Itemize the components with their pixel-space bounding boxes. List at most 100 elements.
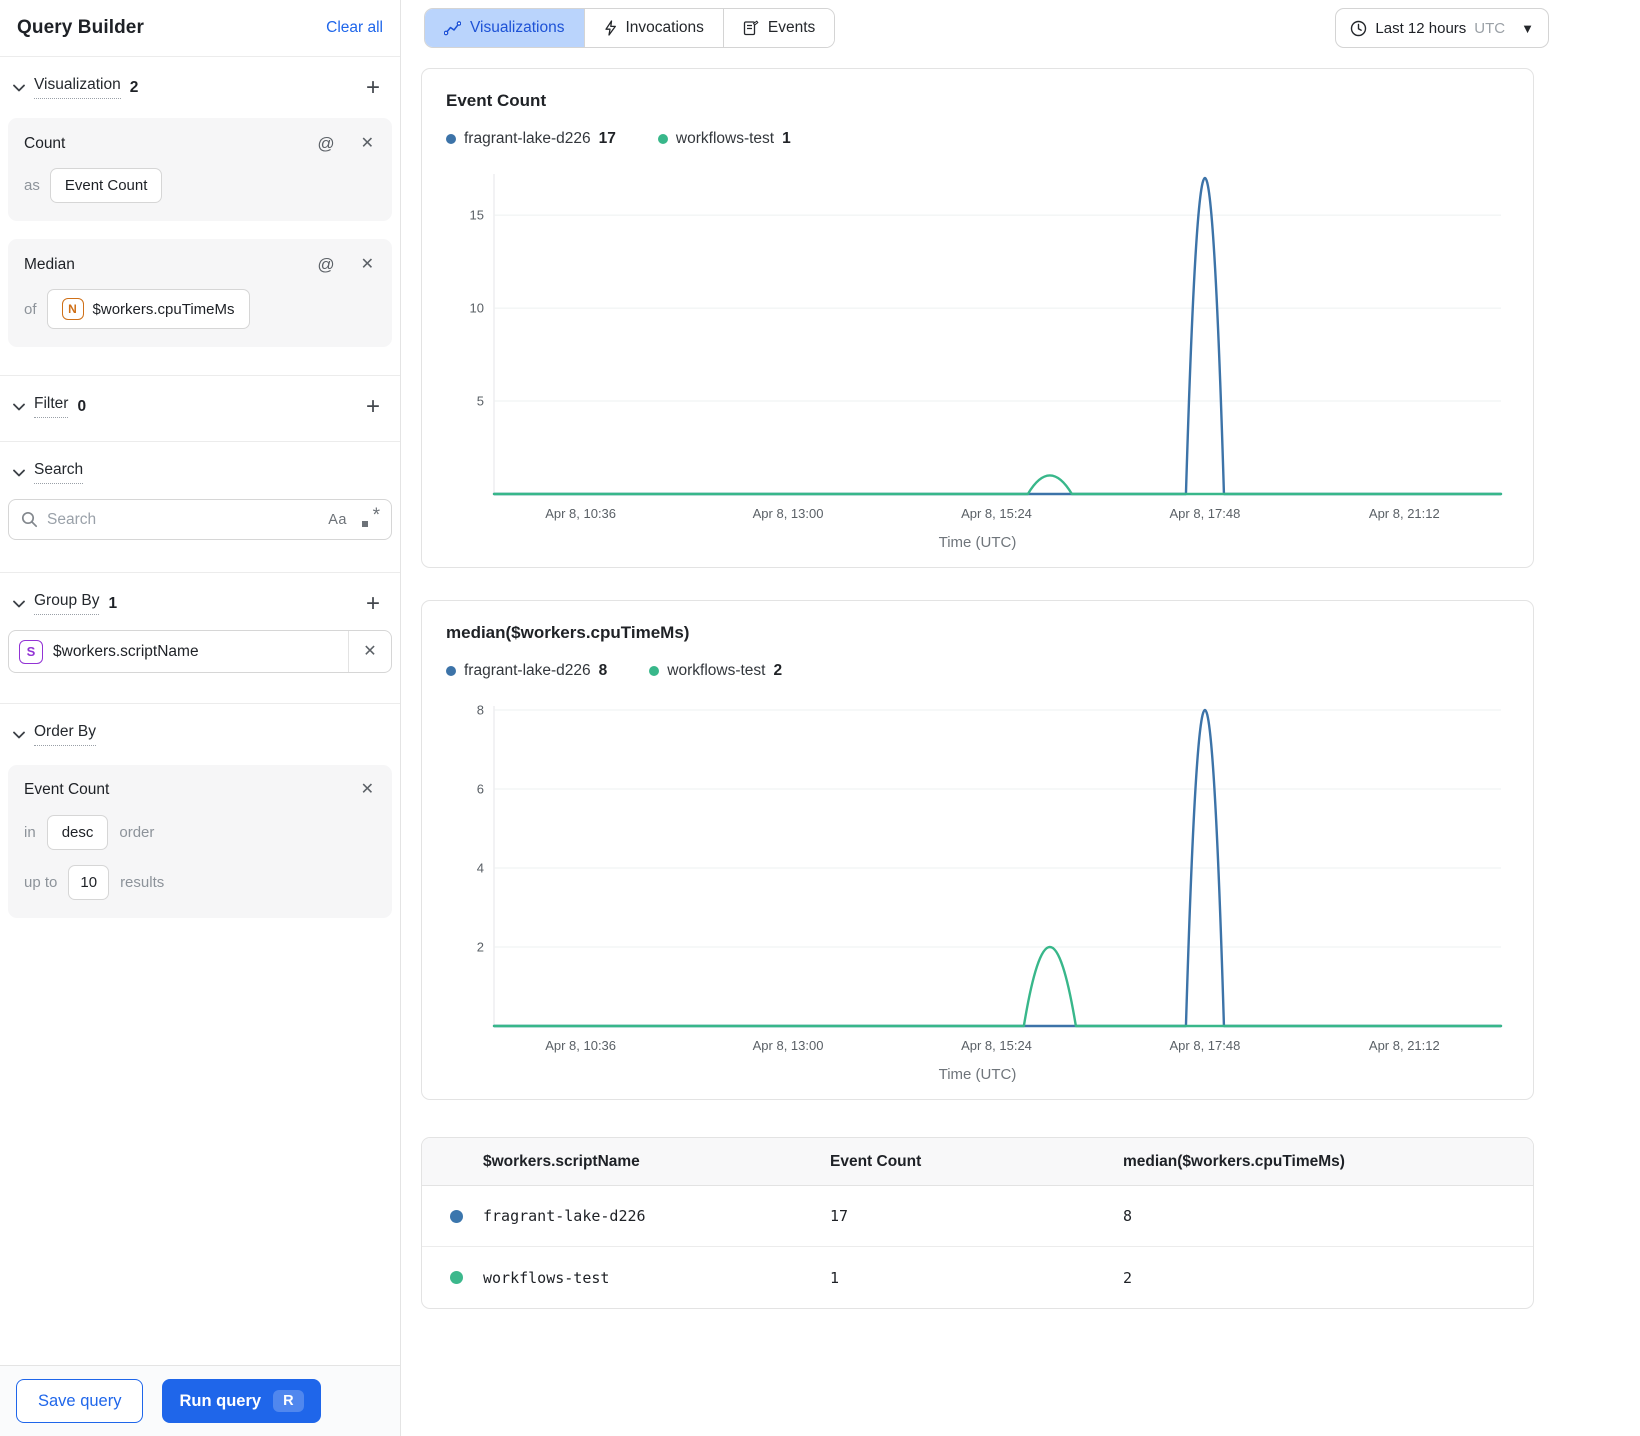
as-label: as xyxy=(24,177,40,194)
document-icon xyxy=(743,20,759,36)
result-limit-field[interactable]: 10 xyxy=(68,865,110,900)
series-dot xyxy=(450,1209,463,1223)
clear-all-button[interactable]: Clear all xyxy=(326,19,383,36)
caret-down-icon: ▼ xyxy=(1521,20,1534,36)
order-by-section: Order By Event Count ✕ in desc order up … xyxy=(0,704,400,946)
run-query-label: Run query xyxy=(179,1391,262,1410)
chevron-down-icon xyxy=(13,469,25,476)
svg-text:Apr 8, 15:24: Apr 8, 15:24 xyxy=(961,1038,1032,1053)
results-table: $workers.scriptName Event Count median($… xyxy=(421,1137,1534,1309)
search-input[interactable] xyxy=(47,510,329,529)
chevron-down-icon xyxy=(13,84,25,91)
svg-text:8: 8 xyxy=(477,703,484,718)
view-tabs: Visualizations Invocations Events xyxy=(424,8,836,48)
visualization-section: Visualization 2 + Count @ ✕ as Event Cou… xyxy=(0,57,400,376)
order-by-section-header[interactable]: Order By xyxy=(0,704,400,759)
close-icon[interactable]: ✕ xyxy=(360,134,374,152)
svg-text:15: 15 xyxy=(470,208,484,223)
chart-line-icon xyxy=(444,20,461,35)
series-dot xyxy=(649,666,660,676)
chevron-down-icon xyxy=(13,600,25,607)
event-count-cell: 17 xyxy=(830,1207,849,1225)
section-label: Visualization xyxy=(34,76,121,99)
script-name-cell: fragrant-lake-d226 xyxy=(483,1207,646,1225)
tab-visualizations[interactable]: Visualizations xyxy=(425,9,585,47)
top-bar: Visualizations Invocations Events xyxy=(421,0,1640,56)
search-section-header[interactable]: Search xyxy=(0,442,400,497)
search-box: Aa * xyxy=(8,499,392,540)
chart-legend: fragrant-lake-d226 8 workflows-test 2 xyxy=(446,662,1509,680)
add-visualization-button[interactable]: + xyxy=(362,75,384,99)
section-count: 2 xyxy=(129,78,139,96)
event-count-chart-card: Event Count fragrant-lake-d226 17 workfl… xyxy=(421,68,1534,568)
svg-text:Apr 8, 15:24: Apr 8, 15:24 xyxy=(961,506,1032,521)
series-dot xyxy=(450,1271,463,1284)
visualization-section-header[interactable]: Visualization 2 + xyxy=(0,57,400,112)
clock-icon xyxy=(1351,20,1367,36)
tab-label: Visualizations xyxy=(470,19,565,36)
legend-item: fragrant-lake-d226 17 xyxy=(446,130,616,148)
up-to-label: up to xyxy=(24,874,58,891)
group-by-section: Group By 1 + S $workers.scriptName ✕ xyxy=(0,573,400,704)
series-total: 1 xyxy=(782,130,791,147)
add-filter-button[interactable]: + xyxy=(362,394,384,418)
chevron-down-icon xyxy=(13,731,25,738)
lightning-icon xyxy=(604,20,616,36)
line-chart-plot[interactable]: 5 10 15 Apr 8, 10:36 Apr 8, 13:00 Apr 8, 15:2… xyxy=(446,160,1511,532)
median-cell: 2 xyxy=(1123,1268,1133,1287)
in-label: in xyxy=(24,824,36,841)
mention-icon[interactable]: @ xyxy=(317,255,335,274)
chevron-down-icon xyxy=(13,403,25,410)
order-label: order xyxy=(119,824,155,841)
page-title: Query Builder xyxy=(17,17,144,38)
x-axis-label: Time (UTC) xyxy=(938,534,1017,551)
regex-icon[interactable]: * xyxy=(362,505,380,528)
series-name: fragrant-lake-d226 xyxy=(464,662,591,679)
close-icon[interactable]: ✕ xyxy=(360,255,374,273)
column-header: median($workers.cpuTimeMs) xyxy=(1123,1152,1345,1170)
series-total: 17 xyxy=(598,130,616,147)
chart-title: Event Count xyxy=(446,91,547,110)
svg-text:Apr 8, 13:00: Apr 8, 13:00 xyxy=(753,1038,824,1053)
tab-invocations[interactable]: Invocations xyxy=(584,9,724,47)
close-icon[interactable]: ✕ xyxy=(363,642,377,660)
close-icon[interactable]: ✕ xyxy=(360,781,374,798)
mention-icon[interactable]: @ xyxy=(317,134,335,153)
svg-text:5: 5 xyxy=(477,394,484,409)
divider xyxy=(348,631,349,672)
series-name: fragrant-lake-d226 xyxy=(464,130,591,147)
group-by-item[interactable]: S $workers.scriptName ✕ xyxy=(8,630,392,673)
filter-section-header[interactable]: Filter 0 + xyxy=(0,376,400,431)
search-section: Search Aa * xyxy=(0,442,400,573)
visualization-alias-field[interactable]: Event Count xyxy=(49,168,163,203)
legend-item: workflows-test 1 xyxy=(657,130,791,148)
group-by-section-header[interactable]: Group By 1 + xyxy=(0,573,400,628)
visualization-name: Median xyxy=(24,255,75,273)
series-dot xyxy=(446,134,456,144)
sidebar-body: Visualization 2 + Count @ ✕ as Event Cou… xyxy=(0,57,400,1365)
series-dot xyxy=(446,666,456,676)
table-header-row: $workers.scriptName Event Count median($… xyxy=(422,1138,1533,1186)
section-label: Order By xyxy=(34,723,97,746)
line-chart-plot[interactable]: 2 4 6 8 Apr 8, 10:36 Apr 8, 13:00 Apr 8, 15:24… xyxy=(446,692,1511,1064)
svg-text:Apr 8, 13:00: Apr 8, 13:00 xyxy=(753,506,824,521)
column-header: $workers.scriptName xyxy=(483,1152,640,1170)
order-by-card: Event Count ✕ in desc order up to 10 res… xyxy=(8,765,392,918)
median-field-selector[interactable]: N $workers.cpuTimeMs xyxy=(46,289,250,329)
time-range-selector[interactable]: Last 12 hours UTC ▼ xyxy=(1335,8,1549,48)
tab-events[interactable]: Events xyxy=(723,9,835,47)
of-label: of xyxy=(24,300,37,318)
script-name-cell: workflows-test xyxy=(483,1268,610,1287)
search-icon xyxy=(21,511,38,528)
series-dot xyxy=(657,134,668,144)
run-query-button[interactable]: Run query R xyxy=(162,1379,321,1423)
visualization-name: Count xyxy=(24,134,66,152)
sort-direction-selector[interactable]: desc xyxy=(46,815,109,850)
add-group-by-button[interactable]: + xyxy=(362,591,384,615)
x-axis-label: Time (UTC) xyxy=(938,1066,1017,1083)
svg-text:Apr 8, 17:48: Apr 8, 17:48 xyxy=(1170,506,1241,521)
series-name: workflows-test xyxy=(675,130,775,147)
case-sensitivity-icon[interactable]: Aa xyxy=(328,511,347,528)
save-query-button[interactable]: Save query xyxy=(16,1379,144,1423)
